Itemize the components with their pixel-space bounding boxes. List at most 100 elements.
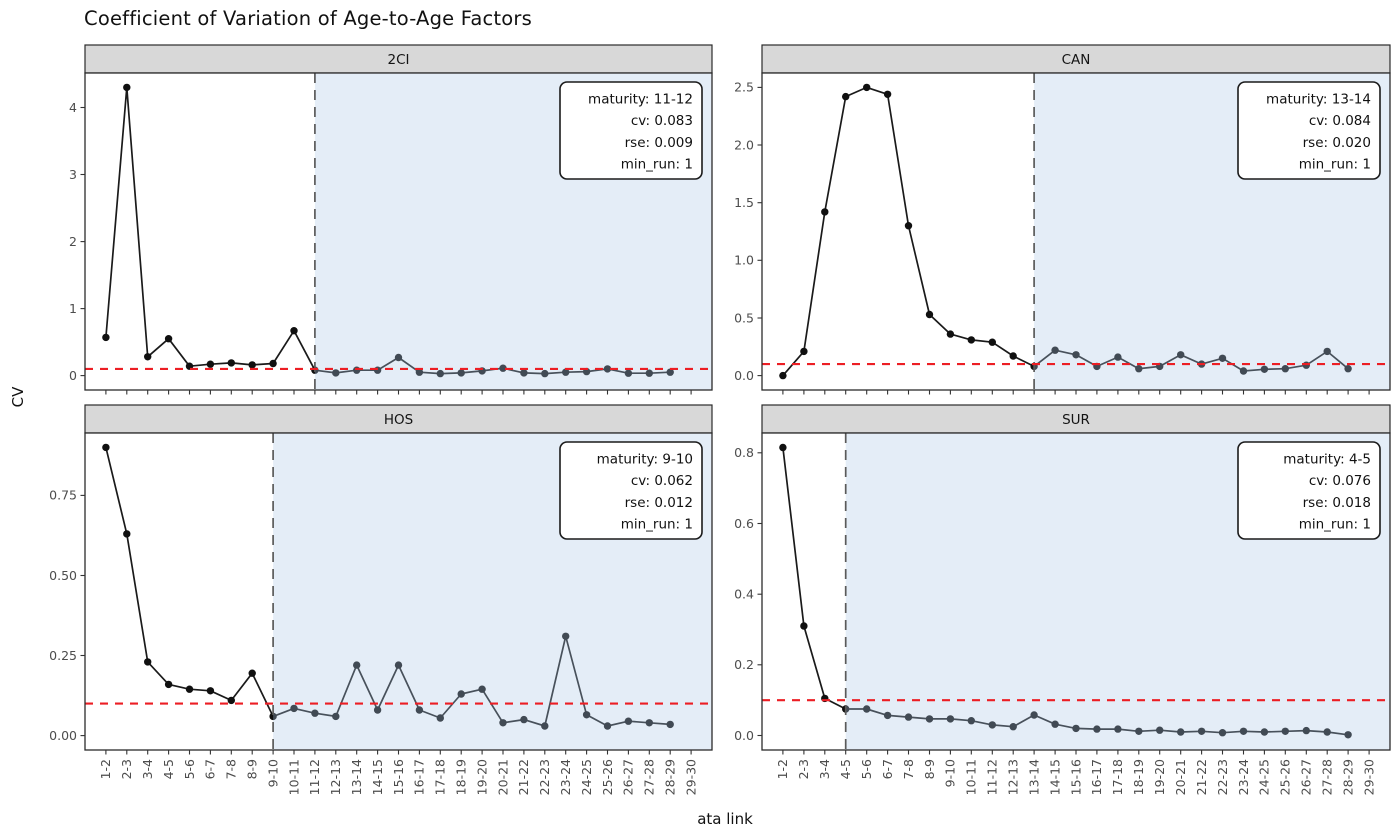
data-point [779,443,787,452]
y-tick-label: 0.0 [734,368,754,383]
data-point [415,368,424,376]
data-point [1260,728,1269,736]
annotation-cv: cv: 0.076 [1309,473,1371,489]
facet-strip-label: SUR [1062,412,1090,428]
y-tick-label: 4 [69,100,77,115]
data-point [227,359,235,367]
data-point [144,353,152,361]
x-tick-label: 10-11 [286,759,301,795]
annotation-rse: rse: 0.020 [1303,135,1371,151]
y-tick-label: 0.4 [734,587,754,602]
annotation-maturity: maturity: 13-14 [1266,92,1371,108]
data-point [967,717,975,725]
x-tick-label: 25-26 [1278,759,1293,795]
annotation-maturity: maturity: 9-10 [597,452,693,468]
x-tick-label: 15-16 [1068,759,1083,795]
x-tick-label: 16-17 [412,759,427,795]
y-tick-label: 1.5 [734,195,754,210]
data-point [1051,346,1059,354]
y-tick-label: 0.75 [49,488,77,503]
data-point [904,222,913,230]
data-point [666,368,674,376]
data-point [144,658,152,666]
data-point [499,364,507,372]
data-point [102,443,110,452]
x-tick-label: 2-3 [119,759,134,779]
x-tick-label: 2-3 [796,759,811,779]
data-point [394,353,403,362]
data-point [645,369,653,377]
y-tick-label: 0.0 [734,728,754,743]
x-tick-label: 10-11 [964,759,979,795]
annotation-maturity: maturity: 4-5 [1283,452,1371,468]
x-tick-label: 28-29 [1340,759,1355,795]
panel-2CI: 2CI 0 1 2 3 4 maturity: 11-12 cv: 0.083 rse: 0.0… [69,44,713,395]
x-tick-label: 8-9 [245,759,260,779]
annotation-min_run: min_run: 1 [1299,517,1371,533]
data-point [227,696,235,705]
data-point [1344,731,1352,739]
x-tick-label: 8-9 [922,759,937,779]
x-tick-label: 3-4 [817,759,832,779]
data-point [562,632,570,640]
x-tick-label: 6-7 [880,759,895,779]
y-tick-label: 3 [69,167,77,182]
panel-SUR: SUR 0.0 0.2 0.4 0.6 0.8 1-2 2-3 3-4 4-5 5-6 6-7 7-8 8… [734,404,1391,795]
data-point [1177,728,1185,736]
annotation-min_run: min_run: 1 [1299,157,1371,173]
y-tick-label: 1 [69,301,77,316]
data-point [863,83,871,92]
data-point [967,336,975,344]
data-point [1030,711,1038,719]
annotation-min_run: min_run: 1 [621,157,693,173]
x-tick-label: 29-30 [1361,759,1376,795]
x-tick-label: 14-15 [370,759,385,795]
facet-strip-label: 2CI [388,52,410,68]
data-point [666,720,674,729]
x-tick-label: 1-2 [98,759,113,779]
data-point [1093,725,1101,733]
x-tick-label: 17-18 [1110,759,1125,795]
x-tick-label: 11-12 [985,759,1000,795]
data-point [373,706,382,714]
data-point [1323,728,1331,736]
annotation-min_run: min_run: 1 [621,517,693,533]
x-tick-label: 26-27 [621,759,636,795]
x-tick-label: 23-24 [1236,759,1251,795]
annotation-box [1237,81,1381,180]
x-tick-label: 7-8 [901,759,916,779]
data-point [311,709,319,717]
data-point [1344,365,1352,373]
y-tick-label: 2.0 [734,137,754,152]
data-point [164,335,173,343]
x-tick-label: 29-30 [683,759,698,795]
x-tick-label: 20-21 [1173,759,1188,795]
data-point [624,717,633,725]
y-tick-label: 1.0 [734,253,754,268]
data-point [842,92,850,101]
panel-HOS: HOS 0.00 0.25 0.50 0.75 1-2 2-3 3-4 4-5 5-6 6-7 7-8… [49,404,713,795]
data-point [925,310,934,319]
y-tick-label: 0.50 [49,568,77,583]
data-point [1218,354,1227,362]
data-point [883,711,892,720]
data-point [988,338,996,346]
data-point [779,371,787,380]
data-point [1051,720,1059,728]
x-tick-label: 18-19 [1131,759,1146,795]
data-point [925,715,934,723]
x-tick-label: 5-6 [859,759,874,779]
data-point [946,715,955,723]
data-point [821,208,829,216]
annotation-box [559,441,703,540]
data-point [457,369,465,377]
y-tick-label: 0 [69,368,77,383]
chart-title: Coefficient of Variation of Age-to-Age F… [84,7,532,30]
y-tick-label: 0.25 [49,648,77,663]
x-tick-label: 15-16 [391,759,406,795]
x-tick-label: 20-21 [495,759,510,795]
y-tick-label: 0.00 [49,728,77,743]
data-point [269,359,277,368]
